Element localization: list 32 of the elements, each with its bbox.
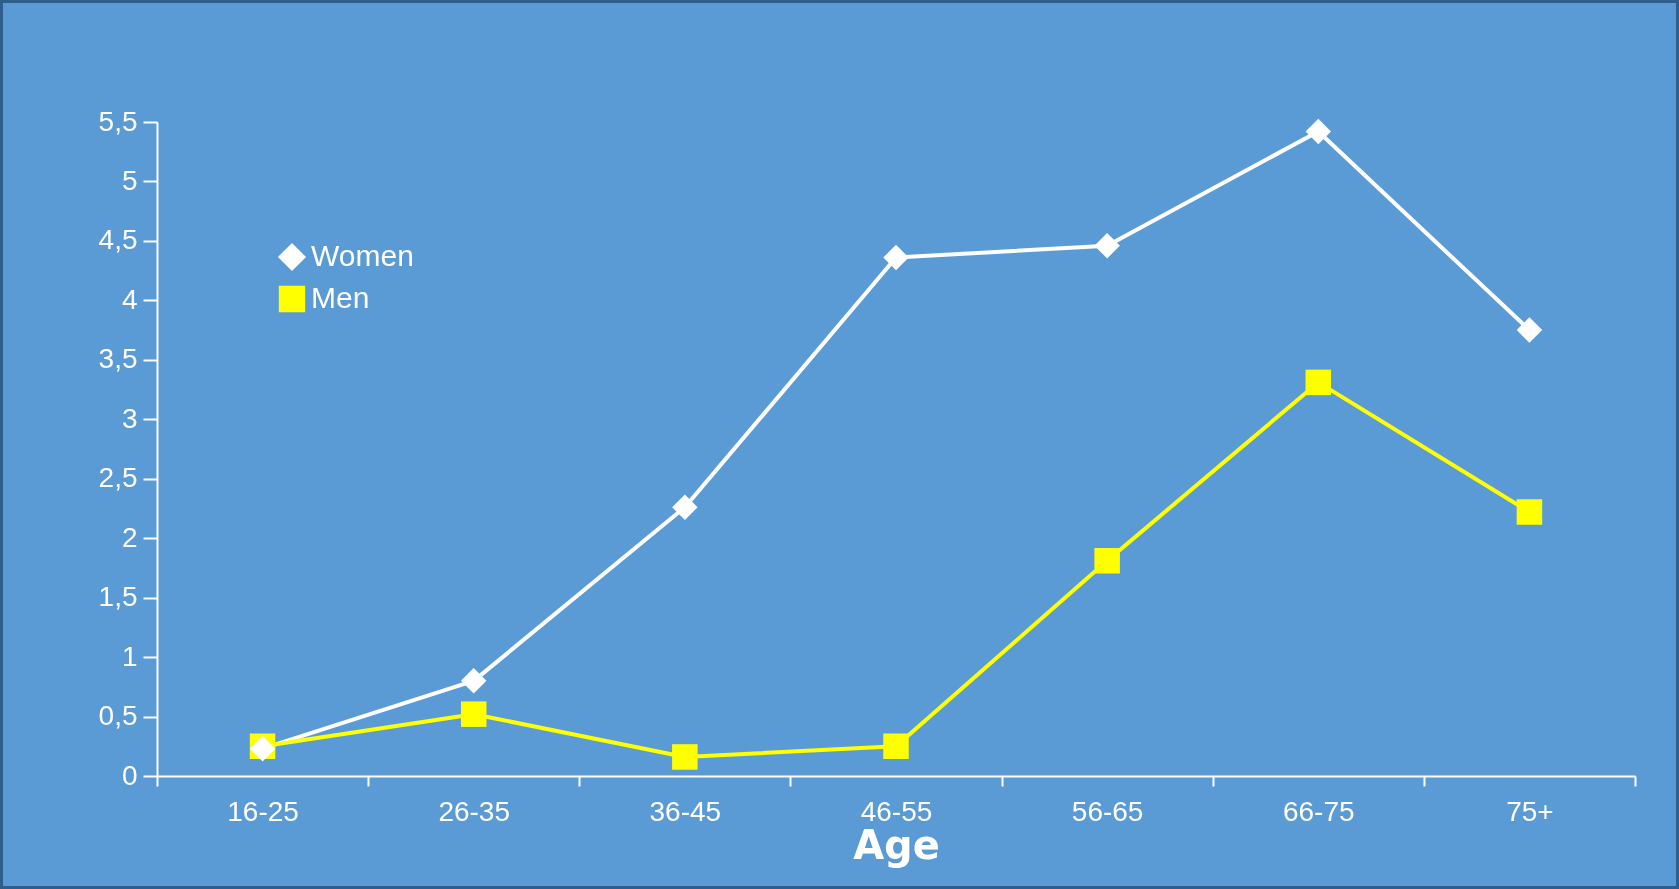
y-tick-label: 5,5 [98, 105, 138, 137]
y-tick-label: 4 [121, 283, 138, 315]
legend-label: Women [311, 239, 414, 272]
y-tick-label: 3 [121, 402, 138, 434]
y-tick-label: 5 [121, 164, 138, 196]
y-tick-label: 2 [121, 521, 138, 553]
x-tick-label: 56-65 [1071, 795, 1144, 827]
x-tick-label: 16-25 [227, 795, 299, 827]
point [1305, 369, 1332, 396]
point [672, 744, 698, 770]
point [672, 494, 698, 521]
point [1516, 317, 1543, 343]
x-tick-label: 26-35 [438, 795, 511, 827]
y-tick-label: 1,5 [98, 581, 138, 613]
point [460, 668, 487, 694]
legend-label: Men [311, 281, 370, 314]
y-tick-label: 1 [121, 640, 138, 672]
y-tick-label: 4,5 [98, 224, 138, 256]
y-tick-label: 3,5 [98, 343, 138, 375]
point [883, 733, 909, 760]
point [1094, 548, 1120, 574]
y-tick-label: 0,5 [98, 700, 138, 732]
point [1516, 499, 1543, 525]
point [1094, 232, 1120, 259]
y-tick-label: 0 [121, 759, 138, 791]
point [883, 244, 909, 271]
point [1305, 118, 1332, 145]
point [460, 701, 487, 727]
x-tick-label: 75+ [1506, 795, 1554, 827]
y-tick-label: 2,5 [98, 462, 138, 494]
x-tick-label: 36-45 [649, 795, 722, 827]
x-tick-label: 66-75 [1282, 795, 1355, 827]
